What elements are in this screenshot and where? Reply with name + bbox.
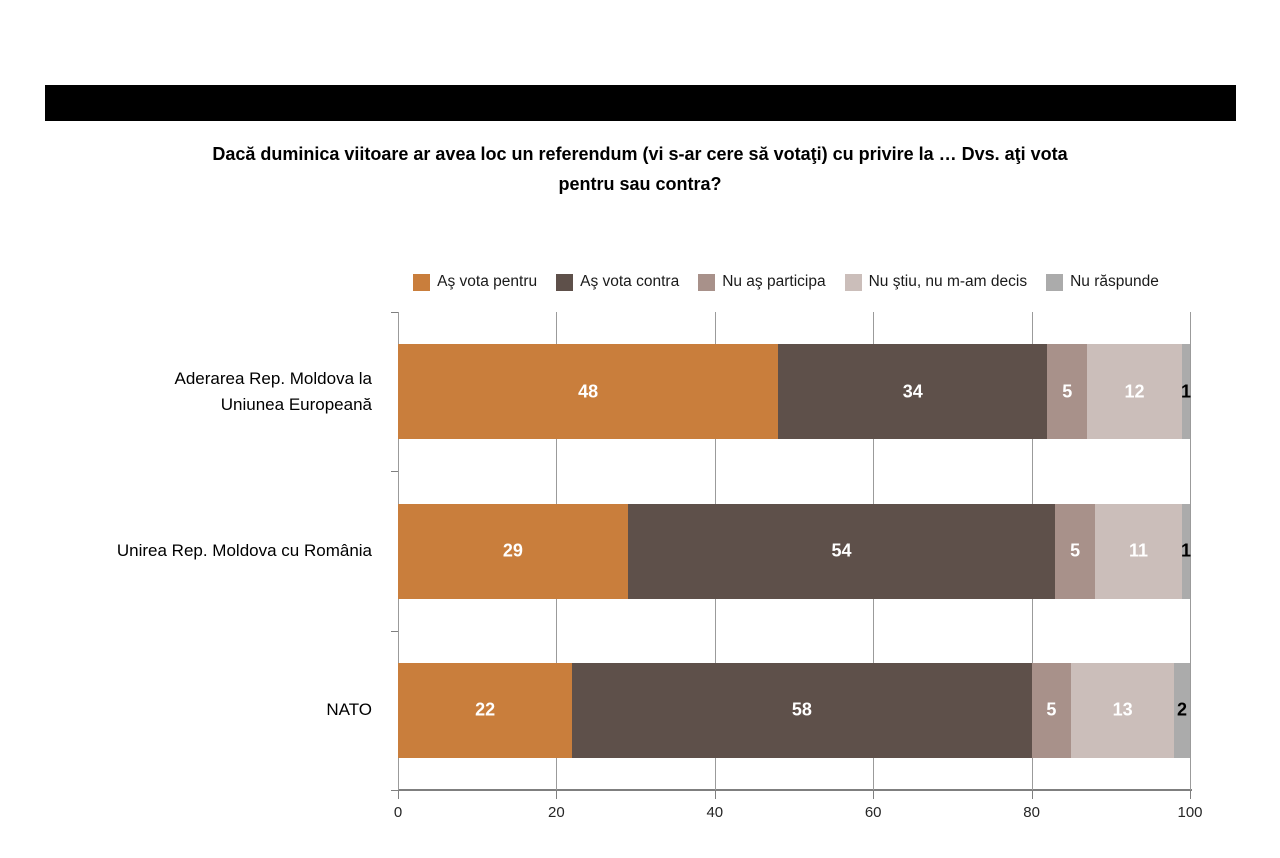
bar-row: 22 58 5 13 2 [398,662,1190,758]
bar-segment-aş-vota-pentru: 48 [398,344,779,440]
x-axis-tick-label: 20 [548,804,565,821]
legend-swatch [556,273,574,291]
category-label: Unirea Rep. Moldova cu România [30,538,372,564]
chart-title: Dacă duminica viitoare ar avea loc un re… [140,139,1140,199]
x-axis-tick-label: 0 [393,804,403,821]
legend-swatch [698,273,716,291]
bar-value-label: 58 [791,699,812,720]
gridline [1190,312,1191,790]
legend: Aş vota pentru Aş vota contra Nu aş partic… [380,270,1192,294]
bar-segment-nu-ştiu-nu-m-am-decis: 12 [1087,344,1183,440]
x-axis-tick [1190,791,1191,799]
legend-label: Aş vota contra [580,273,680,290]
axis-tick-left [391,790,398,791]
category-label: Aderarea Rep. Moldova la Uniunea European… [30,366,372,418]
x-axis-line [398,789,1192,791]
category-label-line: Unirea Rep. Moldova cu România [116,541,372,560]
bar-value-label: 22 [475,699,496,720]
bar-value-label: 1 [1180,381,1192,402]
bar-value-label: 2 [1177,699,1188,720]
bar-value-label: 1 [1180,540,1192,561]
x-axis-tick [1031,791,1033,799]
legend-item: Aş vota contra [556,273,679,291]
bar-segment-nu-răspunde: 1 [1180,503,1192,599]
legend-item: Nu ştiu, nu m-am decis [844,273,1028,291]
bar-value-label: 5 [1070,540,1081,561]
bar-segment-aş-vota-pentru: 29 [398,503,628,599]
bar-segment-nu-aş-participa: 5 [1031,662,1072,758]
x-axis-tick-label: 60 [864,804,882,821]
bar-value-label: 12 [1124,381,1145,402]
bar-segment-aş-vota-pentru: 22 [398,662,573,758]
bar-segment-nu-aş-participa: 5 [1047,344,1088,440]
bar-segment-aş-vota-contra: 58 [572,662,1032,758]
bar-segment-nu-aş-participa: 5 [1055,503,1095,599]
bar-segment-nu-ştiu-nu-m-am-decis: 13 [1071,662,1175,758]
bar-value-label: 5 [1062,381,1073,402]
stacked-bar-chart: 48 34 5 12 1 29 54 5 11 1 22 58 5 13 2 Aderarea Rep. M… [0,312,1280,858]
axis-tick-left [391,630,398,632]
bar-row: 48 34 5 12 1 [398,344,1192,440]
legend-item: Aş vota pentru [413,273,537,291]
x-axis-tick-label: 100 [1177,804,1203,821]
legend-item: Nu răspunde [1046,273,1159,291]
bar-segment-aş-vota-contra: 54 [627,503,1056,599]
bar-segment-nu-răspunde: 1 [1180,344,1192,440]
bar-value-label: 5 [1046,699,1057,720]
legend-item: Nu aş participa [698,273,826,291]
legend-swatch [844,273,862,291]
bar-value-label: 34 [902,381,923,402]
category-label-line: Aderarea Rep. Moldova la [174,368,372,388]
bar-segment-nu-ştiu-nu-m-am-decis: 11 [1094,503,1183,599]
bar-value-label: 29 [502,540,523,561]
x-axis-tick-label: 40 [706,804,724,821]
axis-tick-left [391,312,398,313]
legend-swatch [1046,273,1064,291]
x-axis-tick [714,791,716,799]
legend-label: Nu aş participa [722,273,826,290]
bar-value-label: 11 [1128,540,1148,561]
category-label-line: Uniunea Europeană [220,394,372,414]
chart-title-line-1: Dacă duminica viitoare ar avea loc un re… [212,144,1068,164]
bar-segment-nu-răspunde: 2 [1174,662,1190,758]
plot-area: 48 34 5 12 1 29 54 5 11 1 22 58 5 13 2 [398,312,1192,790]
legend-label: Nu răspunde [1070,273,1159,290]
legend-label: Nu ştiu, nu m-am decis [868,273,1028,290]
x-axis-tick [556,791,558,799]
category-label: NATO [30,697,372,723]
x-axis-tick [398,791,399,799]
bar-segment-aş-vota-contra: 34 [778,344,1048,440]
bar-row: 29 54 5 11 1 [398,503,1192,599]
bar-value-label: 13 [1112,699,1133,720]
legend-swatch [413,273,431,291]
redacted-title-banner [45,85,1236,121]
x-axis-tick [873,791,875,799]
bar-value-label: 48 [578,381,599,402]
legend-label: Aş vota pentru [437,273,538,290]
bar-value-label: 54 [831,540,852,561]
category-label-line: NATO [326,700,372,720]
x-axis-tick-label: 80 [1023,804,1040,821]
chart-title-line-2: pentru sau contra? [558,174,722,194]
axis-tick-left [391,471,398,473]
